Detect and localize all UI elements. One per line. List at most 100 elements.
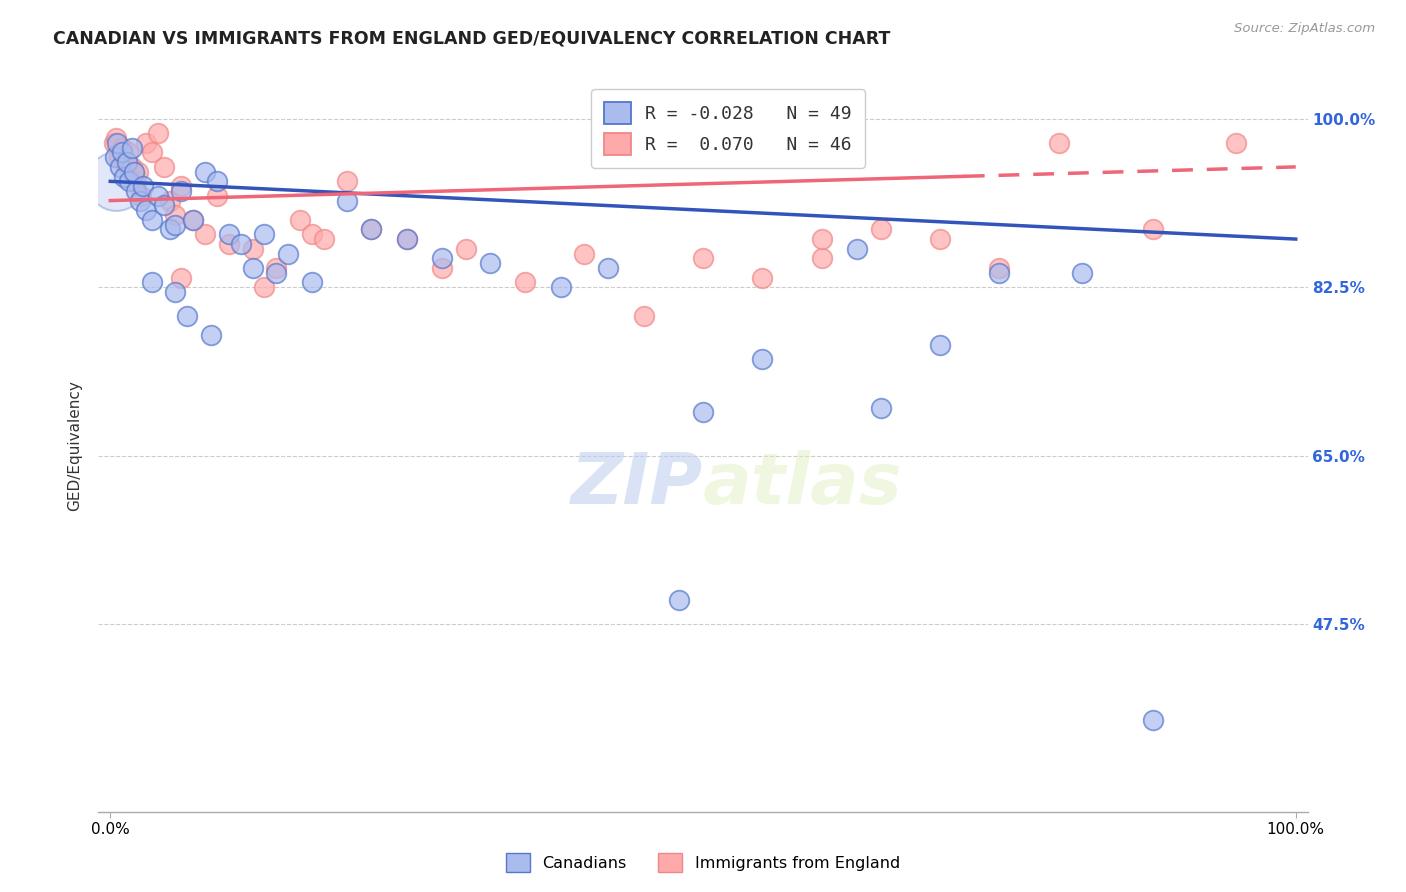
Point xyxy=(264,260,287,275)
Point xyxy=(129,188,152,202)
Point xyxy=(176,309,198,323)
Point xyxy=(146,188,169,202)
Legend: Canadians, Immigrants from England: Canadians, Immigrants from England xyxy=(499,847,907,879)
Point xyxy=(598,260,620,275)
Point xyxy=(264,266,287,280)
Point xyxy=(135,136,157,150)
Point xyxy=(988,266,1011,280)
Point xyxy=(395,232,418,246)
Point xyxy=(929,338,952,352)
Point xyxy=(105,131,128,145)
Point xyxy=(869,222,891,236)
Point xyxy=(115,155,138,169)
Point xyxy=(336,174,359,188)
Text: Source: ZipAtlas.com: Source: ZipAtlas.com xyxy=(1234,22,1375,36)
Point xyxy=(105,174,128,188)
Point xyxy=(118,174,141,188)
Point xyxy=(170,184,193,198)
Point xyxy=(170,179,193,194)
Point xyxy=(107,150,129,164)
Point xyxy=(117,145,139,160)
Point xyxy=(751,270,773,285)
Point xyxy=(360,222,382,236)
Point xyxy=(846,242,869,256)
Point xyxy=(692,405,714,419)
Point xyxy=(114,155,136,169)
Point xyxy=(242,242,264,256)
Point xyxy=(869,401,891,415)
Point xyxy=(692,252,714,266)
Point xyxy=(194,165,217,179)
Point xyxy=(633,309,655,323)
Point xyxy=(751,352,773,367)
Point xyxy=(205,174,228,188)
Point xyxy=(129,194,152,208)
Y-axis label: GED/Equivalency: GED/Equivalency xyxy=(67,381,83,511)
Point xyxy=(152,198,174,212)
Point xyxy=(108,160,131,174)
Point xyxy=(242,260,264,275)
Point xyxy=(336,194,359,208)
Point xyxy=(478,256,501,270)
Legend: R = -0.028   N = 49, R =  0.070   N = 46: R = -0.028 N = 49, R = 0.070 N = 46 xyxy=(591,89,865,168)
Point xyxy=(810,252,832,266)
Point xyxy=(146,126,169,140)
Text: CANADIAN VS IMMIGRANTS FROM ENGLAND GED/EQUIVALENCY CORRELATION CHART: CANADIAN VS IMMIGRANTS FROM ENGLAND GED/… xyxy=(53,29,891,47)
Point xyxy=(135,203,157,218)
Point xyxy=(194,227,217,242)
Point xyxy=(574,246,596,260)
Point xyxy=(159,222,181,236)
Point xyxy=(165,285,187,299)
Point xyxy=(141,212,163,227)
Point xyxy=(1142,222,1164,236)
Point xyxy=(1142,714,1164,728)
Point xyxy=(1071,266,1094,280)
Point xyxy=(200,328,222,343)
Point xyxy=(395,232,418,246)
Point xyxy=(550,280,572,294)
Point xyxy=(810,232,832,246)
Point xyxy=(253,227,276,242)
Point xyxy=(122,174,145,188)
Point xyxy=(125,184,148,198)
Point xyxy=(181,212,204,227)
Point xyxy=(122,165,145,179)
Point xyxy=(170,270,193,285)
Point xyxy=(105,136,128,150)
Point xyxy=(988,260,1011,275)
Point xyxy=(132,179,155,194)
Point xyxy=(111,145,134,160)
Point xyxy=(114,169,136,184)
Point xyxy=(141,276,163,290)
Point xyxy=(312,232,335,246)
Point xyxy=(218,227,240,242)
Point xyxy=(668,593,690,607)
Point xyxy=(301,276,323,290)
Point xyxy=(152,160,174,174)
Point xyxy=(141,145,163,160)
Point xyxy=(103,136,125,150)
Point xyxy=(929,232,952,246)
Point xyxy=(111,141,134,155)
Point xyxy=(454,242,477,256)
Point xyxy=(218,236,240,251)
Point xyxy=(253,280,276,294)
Point xyxy=(165,208,187,222)
Point xyxy=(301,227,323,242)
Point xyxy=(159,194,181,208)
Point xyxy=(360,222,382,236)
Point xyxy=(432,252,454,266)
Point xyxy=(181,212,204,227)
Text: ZIP: ZIP xyxy=(571,450,703,519)
Point xyxy=(127,165,149,179)
Point xyxy=(121,141,143,155)
Point xyxy=(1047,136,1070,150)
Point xyxy=(165,218,187,232)
Point xyxy=(288,212,311,227)
Point xyxy=(121,160,143,174)
Point xyxy=(277,246,299,260)
Point xyxy=(205,188,228,202)
Point xyxy=(432,260,454,275)
Point xyxy=(515,276,537,290)
Text: atlas: atlas xyxy=(703,450,903,519)
